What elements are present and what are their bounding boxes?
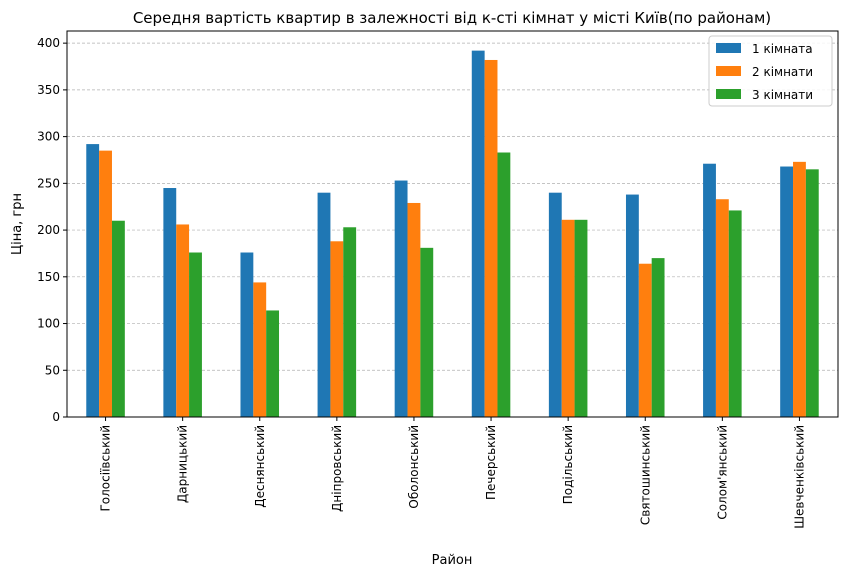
x-tick-label: Деснянський — [253, 425, 267, 508]
legend-swatch — [716, 43, 741, 53]
bar — [497, 152, 511, 417]
x-axis-label: Район — [432, 553, 473, 568]
x-tick-label: Святошинський — [638, 425, 652, 525]
bar — [484, 59, 498, 418]
bar — [163, 188, 177, 417]
bar — [561, 219, 575, 417]
bar — [253, 282, 267, 417]
x-tick-label: Дніпровський — [330, 425, 344, 512]
bar — [111, 220, 125, 417]
y-axis: 0 50 100 150 200 250 300 350 400 — [37, 36, 67, 424]
bar — [99, 150, 112, 417]
y-tick-label: 50 — [45, 363, 60, 377]
x-tick-label: Подільський — [561, 425, 575, 504]
legend-box — [708, 35, 833, 107]
bar — [343, 227, 357, 417]
bar — [651, 258, 665, 417]
bar — [548, 192, 562, 417]
bar — [176, 224, 190, 417]
bar — [574, 219, 588, 417]
plot-frame — [66, 30, 839, 418]
y-tick-label: 0 — [52, 410, 60, 424]
legend-swatch — [716, 89, 741, 99]
bar — [715, 199, 729, 417]
y-axis-label: Ціна, грн — [10, 193, 25, 255]
y-tick-label: 100 — [37, 317, 60, 331]
x-tick-label: Солом'янський — [715, 425, 729, 520]
x-tick-label: Дарницький — [176, 425, 190, 503]
bar — [805, 169, 819, 417]
legend-label: 1 кімната — [752, 42, 813, 56]
bar — [793, 161, 806, 417]
x-tick-label: Шевченківський — [792, 425, 806, 529]
bar — [86, 144, 100, 417]
x-tick-label: Голосіївський — [99, 425, 113, 512]
bar — [266, 310, 280, 417]
y-tick-label: 250 — [37, 176, 60, 190]
legend-label: 3 кімнати — [752, 88, 813, 102]
bar — [394, 180, 408, 417]
bar — [471, 50, 485, 418]
bar — [420, 247, 434, 417]
bar — [189, 252, 202, 417]
y-tick-label: 350 — [37, 83, 60, 97]
bar — [780, 166, 794, 417]
y-tick-label: 300 — [37, 130, 60, 144]
bar — [728, 210, 742, 417]
y-tick-label: 200 — [37, 223, 60, 237]
bars — [86, 50, 819, 418]
legend: 1 кімната 2 кімнати 3 кімнати — [708, 35, 833, 107]
bar — [625, 194, 639, 417]
bar — [407, 202, 421, 417]
legend-label: 2 кімнати — [752, 65, 813, 79]
bar — [240, 252, 254, 417]
bar — [638, 263, 652, 417]
y-tick-label: 150 — [37, 270, 60, 284]
x-tick-label: Печерський — [484, 425, 498, 500]
bar — [317, 192, 331, 417]
x-tick-label: Оболонський — [407, 425, 421, 509]
x-axis: Голосіївський Дарницький Деснянський Дніпро… — [99, 417, 806, 529]
y-tick-label: 400 — [37, 36, 60, 50]
chart-title: Середня вартість квартир в залежності ві… — [133, 9, 771, 27]
bar — [330, 241, 344, 417]
legend-swatch — [716, 66, 741, 76]
bar — [703, 163, 716, 417]
